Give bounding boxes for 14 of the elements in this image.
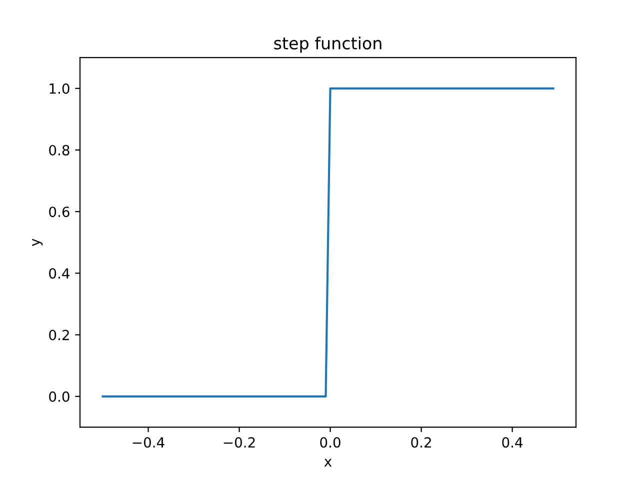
x-tick-label: −0.2 bbox=[224, 437, 255, 448]
x-tick-label: 0.0 bbox=[320, 437, 340, 448]
x-tick-label: 0.2 bbox=[411, 437, 431, 448]
x-axis-title: x bbox=[324, 458, 332, 466]
y-axis-title: y bbox=[32, 238, 43, 246]
chart-title: step function bbox=[274, 36, 382, 53]
y-tick-label: 0.0 bbox=[49, 391, 70, 402]
y-tick-label: 1.0 bbox=[50, 83, 70, 94]
y-tick-label: 0.2 bbox=[49, 330, 69, 340]
x-tick-label: 0.4 bbox=[502, 437, 523, 448]
y-tick-label: 0.6 bbox=[49, 206, 70, 218]
x-tick-label: −0.4 bbox=[132, 437, 164, 448]
y-tick-label: 0.8 bbox=[49, 144, 70, 156]
y-tick-label: 0.4 bbox=[49, 268, 70, 279]
